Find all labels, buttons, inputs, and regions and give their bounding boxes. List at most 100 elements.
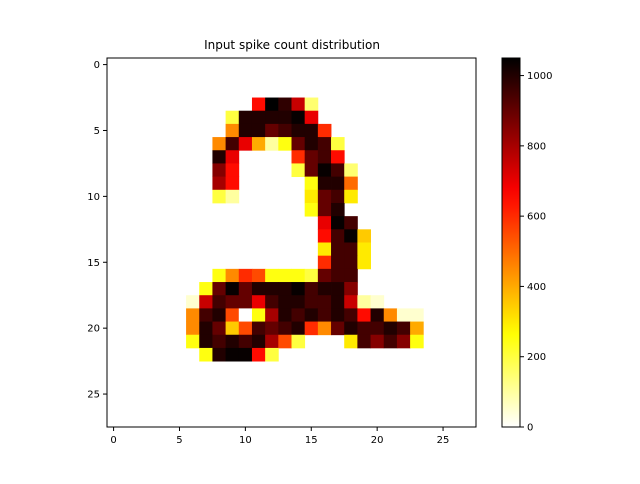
y-tick-label: 5 bbox=[94, 126, 100, 137]
heatmap-cell bbox=[265, 308, 279, 322]
heatmap-cell bbox=[225, 137, 240, 151]
heatmap-cell bbox=[251, 295, 266, 309]
heatmap-cell bbox=[317, 123, 332, 138]
heatmap-cell bbox=[278, 308, 292, 322]
colorbar bbox=[501, 57, 521, 428]
heatmap-cell bbox=[317, 150, 332, 164]
heatmap-cell bbox=[357, 242, 371, 257]
heatmap-cell bbox=[383, 321, 398, 336]
heatmap-cell bbox=[370, 308, 385, 322]
heatmap-cell bbox=[344, 216, 358, 230]
heatmap-cell bbox=[225, 176, 240, 191]
heatmap-cell bbox=[291, 308, 306, 322]
heatmap-cell bbox=[331, 295, 345, 309]
heatmap-cell bbox=[304, 150, 319, 164]
heatmap-cell bbox=[199, 282, 213, 296]
heatmap-cell bbox=[212, 308, 227, 322]
heatmap-cell bbox=[238, 347, 253, 362]
heatmap-cell bbox=[304, 163, 319, 178]
heatmap-cell bbox=[304, 176, 319, 191]
heatmap-cell bbox=[265, 97, 279, 112]
y-tick-label: 10 bbox=[87, 192, 100, 203]
heatmap-cell bbox=[212, 163, 227, 178]
heatmap-cell bbox=[186, 334, 200, 349]
x-tick-label: 25 bbox=[437, 435, 450, 446]
heatmap-cell bbox=[370, 321, 385, 336]
heatmap-cell bbox=[212, 321, 227, 336]
heatmap-cell bbox=[278, 137, 292, 151]
x-tick-label: 5 bbox=[176, 435, 182, 446]
heatmap-cells bbox=[186, 97, 424, 362]
heatmap-cell bbox=[291, 295, 306, 309]
heatmap-cell bbox=[357, 295, 371, 309]
heatmap-cell bbox=[304, 308, 319, 322]
heatmap-cell bbox=[238, 308, 253, 322]
heatmap-cell bbox=[304, 268, 319, 283]
heatmap-cell bbox=[370, 334, 385, 349]
heatmap-cell bbox=[344, 334, 358, 349]
y-tick-label: 0 bbox=[94, 60, 100, 71]
heatmap-cell bbox=[344, 163, 358, 178]
heatmap-cell bbox=[278, 282, 292, 296]
heatmap-cell bbox=[251, 110, 266, 125]
heatmap-cell bbox=[251, 268, 266, 283]
heatmap-cell bbox=[317, 189, 332, 204]
heatmap-cell bbox=[357, 229, 371, 243]
heatmap-cell bbox=[331, 189, 345, 204]
colorbar-tick-label: 600 bbox=[527, 212, 546, 223]
heatmap-cell bbox=[212, 176, 227, 191]
heatmap-cell bbox=[304, 189, 319, 204]
heatmap-cell bbox=[265, 268, 279, 283]
heatmap-cell bbox=[317, 137, 332, 151]
heatmap-cell bbox=[225, 189, 240, 204]
heatmap-cell bbox=[331, 242, 345, 257]
heatmap-cell bbox=[331, 321, 345, 336]
heatmap-cell bbox=[344, 268, 358, 283]
heatmap-cell bbox=[331, 202, 345, 217]
heatmap-cell bbox=[278, 110, 292, 125]
heatmap-cell bbox=[291, 268, 306, 283]
heatmap-cell bbox=[304, 110, 319, 125]
heatmap-cell bbox=[186, 321, 200, 336]
heatmap-cell bbox=[317, 321, 332, 336]
heatmap-cell bbox=[331, 282, 345, 296]
heatmap-cell bbox=[199, 347, 213, 362]
heatmap-cell bbox=[238, 123, 253, 138]
chart-title: Input spike count distribution bbox=[204, 38, 380, 52]
heatmap-cell bbox=[331, 216, 345, 230]
heatmap-cell bbox=[251, 347, 266, 362]
x-tick-label: 20 bbox=[371, 435, 384, 446]
heatmap-cell bbox=[199, 295, 213, 309]
heatmap-cell bbox=[291, 150, 306, 164]
heatmap-cell bbox=[396, 321, 411, 336]
heatmap-cell bbox=[396, 308, 411, 322]
heatmap-cell bbox=[212, 295, 227, 309]
heatmap-cell bbox=[212, 334, 227, 349]
heatmap-cell bbox=[238, 268, 253, 283]
heatmap-cell bbox=[199, 334, 213, 349]
colorbar-tick-label: 0 bbox=[527, 423, 533, 434]
heatmap-cell bbox=[265, 321, 279, 336]
heatmap-cell bbox=[291, 123, 306, 138]
heatmap-cell bbox=[225, 268, 240, 283]
heatmap-cell bbox=[238, 282, 253, 296]
colorbar-tick-label: 800 bbox=[527, 141, 546, 152]
heatmap-cell bbox=[331, 163, 345, 178]
heatmap-cell bbox=[410, 334, 424, 349]
heatmap-cell bbox=[278, 334, 292, 349]
heatmap-cell bbox=[225, 347, 240, 362]
heatmap-cell bbox=[225, 282, 240, 296]
heatmap-cell bbox=[357, 308, 371, 322]
heatmap-cell bbox=[317, 242, 332, 257]
heatmap-cell bbox=[278, 97, 292, 112]
heatmap-cell bbox=[238, 110, 253, 125]
plot-frame bbox=[106, 57, 477, 428]
x-axis: 0 5 10 15 20 25 bbox=[110, 427, 449, 446]
heatmap-cell bbox=[251, 282, 266, 296]
y-tick-label: 20 bbox=[87, 324, 100, 335]
heatmap-cell bbox=[317, 216, 332, 230]
x-tick-label: 0 bbox=[110, 435, 116, 446]
heatmap-cell bbox=[304, 123, 319, 138]
heatmap-cell bbox=[410, 321, 424, 336]
heatmap-cell bbox=[291, 163, 306, 178]
